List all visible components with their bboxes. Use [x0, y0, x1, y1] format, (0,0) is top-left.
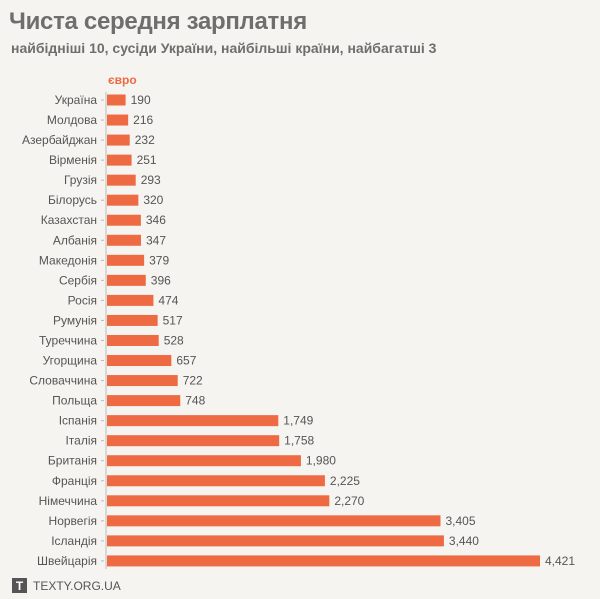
- value-label: 379: [149, 253, 169, 267]
- category-label: Вірменія: [49, 153, 97, 167]
- value-label: 657: [176, 354, 196, 368]
- footer: T TEXTY.ORG.UA: [12, 578, 121, 593]
- value-label: 347: [146, 233, 166, 247]
- category-label: Британія: [48, 454, 97, 468]
- value-label: 232: [135, 133, 155, 147]
- category-label: Норвегія: [49, 514, 97, 528]
- category-label: Казахстан: [41, 213, 97, 227]
- bar: [107, 274, 146, 286]
- value-label: 1,758: [284, 434, 314, 448]
- value-label: 216: [133, 113, 153, 127]
- value-label: 293: [141, 173, 161, 187]
- texty-logo: T: [12, 578, 27, 593]
- value-label: 748: [185, 394, 205, 408]
- value-label: 474: [158, 293, 178, 307]
- value-label: 396: [151, 273, 171, 287]
- value-label: 528: [164, 333, 184, 347]
- bar: [107, 555, 540, 567]
- bar: [107, 154, 132, 166]
- value-label: 4,421: [545, 554, 575, 568]
- bar: [107, 455, 301, 467]
- chart-subtitle: найбідніші 10, сусіди України, найбільші…: [11, 40, 437, 56]
- bar: [107, 314, 158, 326]
- bar: [107, 254, 145, 266]
- value-label: 2,225: [330, 474, 360, 488]
- bar: [107, 334, 159, 346]
- bar: [107, 94, 126, 106]
- unit-label: євро: [108, 73, 137, 87]
- bar: [107, 214, 141, 226]
- category-label: Росія: [68, 293, 97, 307]
- value-label: 3,440: [449, 534, 479, 548]
- category-label: Польща: [52, 394, 97, 408]
- category-label: Македонія: [39, 253, 97, 267]
- value-label: 517: [163, 313, 183, 327]
- category-label: Угорщина: [43, 354, 98, 368]
- bar: [107, 495, 330, 507]
- category-label: Італія: [65, 434, 97, 448]
- value-label: 3,405: [445, 514, 475, 528]
- category-label: Словаччина: [29, 374, 97, 388]
- category-label: Україна: [55, 93, 98, 107]
- category-label: Білорусь: [48, 193, 97, 207]
- category-label: Румунія: [53, 313, 97, 327]
- bar: [107, 375, 178, 387]
- category-label: Ісландія: [51, 534, 97, 548]
- category-label: Сербія: [59, 273, 97, 287]
- category-label: Іспанія: [59, 414, 97, 428]
- bar: [107, 194, 139, 206]
- category-label: Німеччина: [39, 494, 98, 508]
- chart-title: Чиста середня зарплатня: [9, 8, 307, 35]
- value-label: 2,270: [334, 494, 364, 508]
- category-label: Албанія: [53, 233, 97, 247]
- site-link[interactable]: TEXTY.ORG.UA: [33, 578, 121, 593]
- category-label: Грузія: [64, 173, 97, 187]
- bar: [107, 475, 325, 487]
- category-label: Франція: [52, 474, 97, 488]
- value-label: 251: [137, 153, 157, 167]
- bar: [107, 435, 280, 447]
- value-label: 320: [143, 193, 163, 207]
- category-label: Туреччина: [39, 333, 97, 347]
- value-label: 190: [131, 93, 151, 107]
- value-label: 346: [146, 213, 166, 227]
- bar: [107, 234, 141, 246]
- category-label: Молдова: [47, 113, 97, 127]
- value-label: 1,749: [283, 414, 313, 428]
- bar: [107, 114, 129, 126]
- bar: [107, 395, 181, 407]
- category-label: Швейцарія: [37, 554, 97, 568]
- value-label: 722: [183, 374, 203, 388]
- category-label: Азербайджан: [22, 133, 97, 147]
- bar: [107, 415, 279, 427]
- bar: [107, 134, 130, 146]
- bar: [107, 294, 154, 306]
- bar: [107, 355, 172, 367]
- bar: [107, 535, 444, 547]
- value-label: 1,980: [306, 454, 336, 468]
- bar: [107, 515, 441, 527]
- bar: [107, 174, 136, 186]
